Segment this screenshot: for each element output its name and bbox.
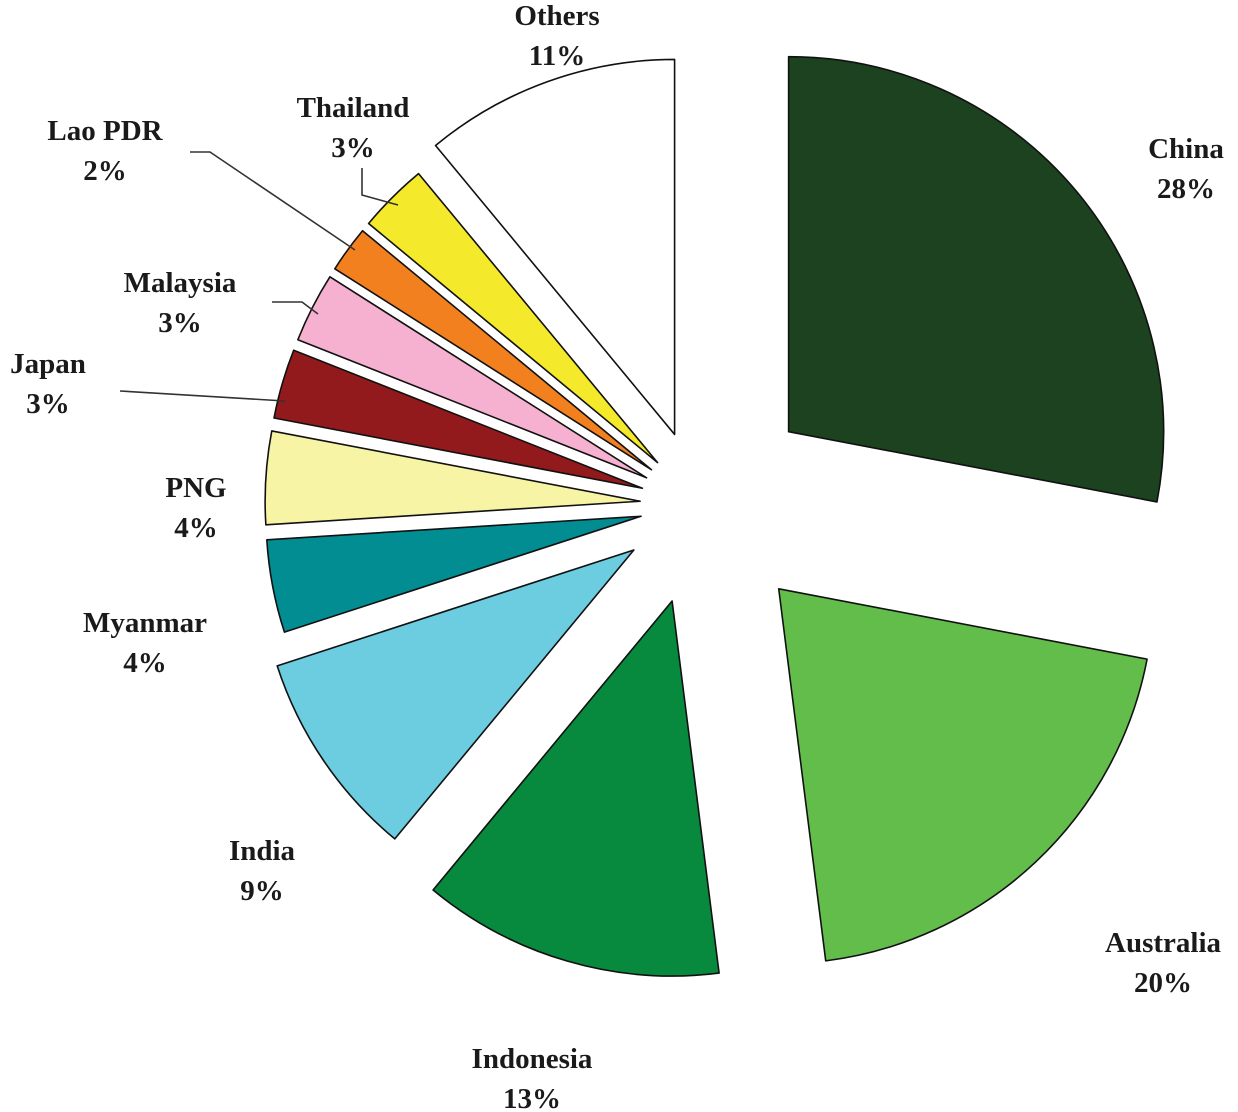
slice-label-china: China <box>1148 133 1224 165</box>
slice-png <box>264 430 641 526</box>
slice-china <box>787 55 1165 503</box>
slice-others <box>434 58 676 436</box>
slice-thailand <box>367 172 659 464</box>
slice-label-myanmar: Myanmar <box>83 607 207 639</box>
leader-line-lao-pdr <box>190 151 356 251</box>
leader-line-malaysia <box>272 301 319 315</box>
slice-india <box>276 549 635 840</box>
slice-australia <box>777 588 1148 962</box>
slice-label-png: PNG <box>165 472 226 504</box>
slice-percent-myanmar: 4% <box>123 647 167 679</box>
slice-percent-japan: 3% <box>26 388 70 420</box>
slice-myanmar <box>266 515 642 633</box>
pie-slices <box>264 55 1165 977</box>
slice-label-lao-pdr: Lao PDR <box>47 115 163 147</box>
slice-japan <box>273 349 644 490</box>
slice-label-india: India <box>229 835 296 867</box>
slice-percent-australia: 20% <box>1134 967 1192 999</box>
slice-labels: China 28% Australia 20% Indonesia 13% India 9% M… <box>10 0 1224 1112</box>
slice-label-japan: Japan <box>10 348 86 380</box>
slice-lao-pdr <box>334 229 653 471</box>
slice-malaysia <box>297 276 648 479</box>
leader-lines <box>119 151 399 402</box>
slice-percent-thailand: 3% <box>331 132 375 164</box>
slice-label-malaysia: Malaysia <box>124 267 237 299</box>
slice-percent-china: 28% <box>1157 173 1215 205</box>
slice-indonesia <box>432 600 720 977</box>
slice-percent-indonesia: 13% <box>503 1083 561 1112</box>
slice-percent-malaysia: 3% <box>158 307 202 339</box>
leader-line-japan <box>119 390 286 402</box>
slice-percent-others: 11% <box>529 40 585 72</box>
slice-label-indonesia: Indonesia <box>472 1043 593 1075</box>
slice-percent-lao-pdr: 2% <box>83 155 127 187</box>
slice-label-others: Others <box>514 0 599 32</box>
slice-label-australia: Australia <box>1105 927 1222 959</box>
slice-label-thailand: Thailand <box>297 92 410 124</box>
slice-percent-png: 4% <box>174 512 218 544</box>
slice-percent-india: 9% <box>240 875 284 907</box>
leader-line-thailand <box>361 168 399 206</box>
